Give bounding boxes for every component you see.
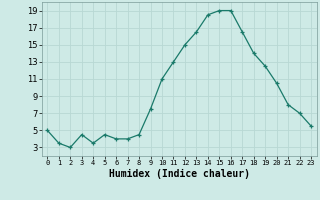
X-axis label: Humidex (Indice chaleur): Humidex (Indice chaleur): [109, 169, 250, 179]
